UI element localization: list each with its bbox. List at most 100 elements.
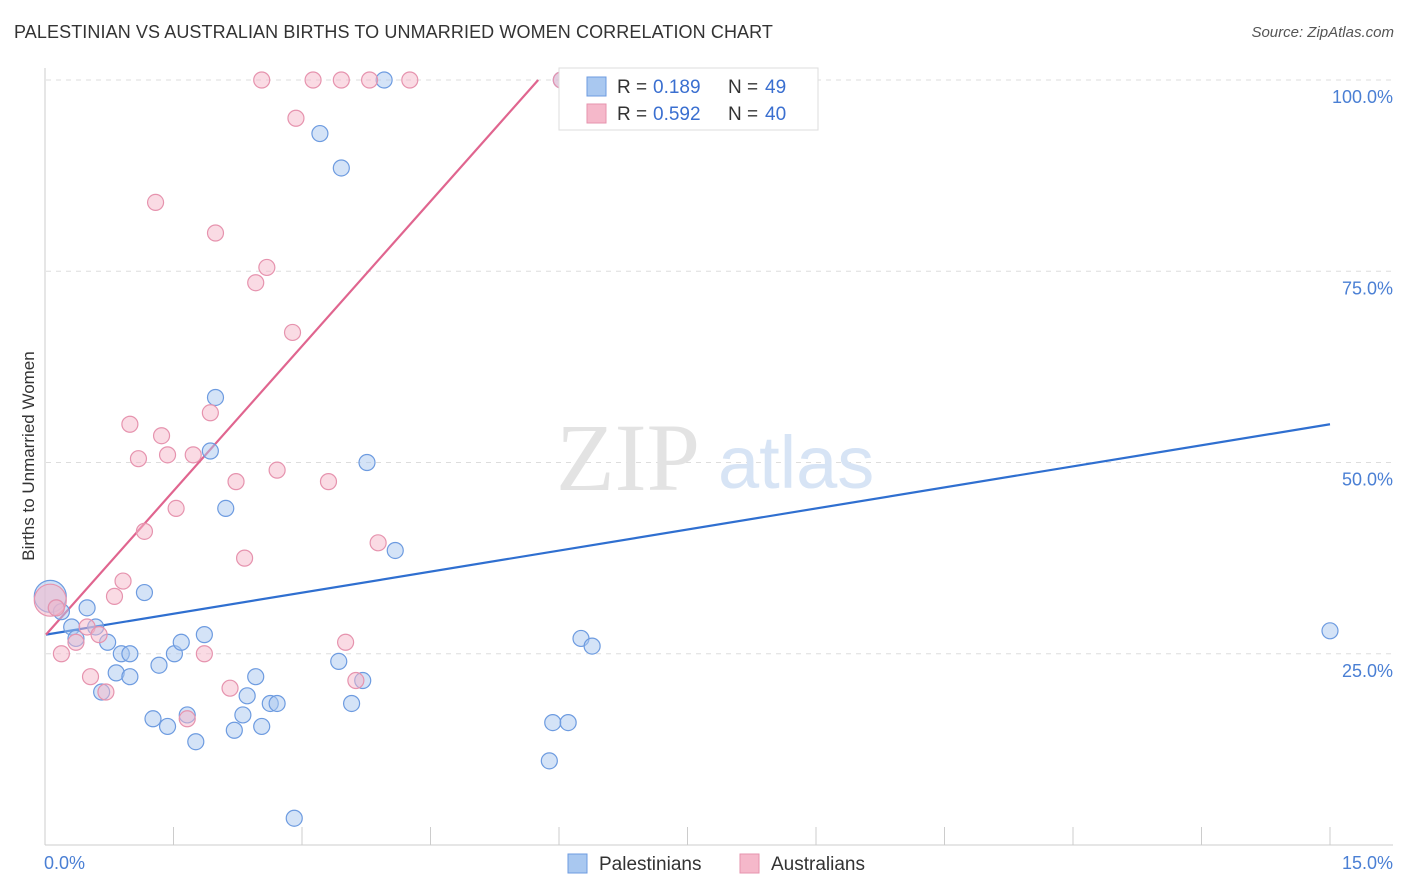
watermark-zip: ZIP (556, 404, 700, 511)
y-axis-label: Births to Unmarried Women (19, 351, 38, 560)
point-australians-27 (258, 258, 276, 277)
x-tick-label-max: 15.0% (1342, 853, 1393, 873)
point-australians-25 (247, 274, 265, 292)
point-palestinians-16 (195, 626, 213, 644)
point-palestinians-23 (187, 733, 205, 751)
point-australians-5 (81, 668, 100, 686)
point-palestinians-15 (172, 633, 190, 651)
point-australians-33 (332, 71, 350, 89)
x-tick-label-min: 0.0% (44, 853, 85, 873)
point-palestinians-32 (311, 124, 329, 143)
point-australians-24 (235, 549, 254, 567)
point-palestinians-28 (253, 717, 271, 736)
point-palestinians-45 (583, 637, 601, 655)
point-palestinians-31 (285, 809, 303, 827)
point-australians-18 (184, 446, 202, 464)
legend-n-label-2: N = (728, 104, 758, 125)
y-tick-label-25: 25.0% (1342, 661, 1393, 681)
point-palestinians-13 (150, 656, 168, 674)
bottom-legend-swatch-palestinians (567, 853, 588, 874)
point-australians-35 (347, 671, 365, 690)
legend-n-value-1: 49 (765, 77, 786, 98)
point-palestinians-27 (247, 668, 265, 686)
point-palestinians-4 (78, 599, 96, 617)
point-palestinians-42 (544, 713, 562, 732)
point-australians-31 (304, 71, 322, 89)
point-australians-26 (253, 71, 271, 89)
bottom-legend-australians[interactable]: Australians (771, 854, 865, 875)
trend-line-australians (45, 79, 540, 636)
point-australians-14 (152, 427, 171, 445)
point-australians-32 (319, 473, 338, 491)
point-australians-8 (105, 587, 124, 605)
point-palestinians-33 (330, 652, 348, 671)
watermark: ZIP atlas (556, 404, 874, 511)
point-palestinians-11 (121, 668, 139, 686)
point-australians-29 (283, 323, 302, 342)
y-tick-label-100: 100.0% (1332, 87, 1393, 107)
point-australians-34 (337, 633, 355, 651)
y-tick-label-75: 75.0% (1342, 278, 1393, 298)
point-palestinians-21 (158, 717, 177, 736)
point-australians-1 (47, 599, 65, 617)
grid-lines (46, 79, 1393, 655)
y-tick-labels: 25.0% 50.0% 75.0% 100.0% (1332, 87, 1393, 681)
legend-r-value-1: 0.189 (653, 77, 701, 98)
point-palestinians-37 (358, 453, 376, 472)
axes (44, 68, 1393, 846)
point-australians-23 (227, 473, 245, 491)
data-points (33, 71, 1339, 827)
point-palestinians-18 (206, 388, 225, 407)
legend-n-label-1: N = (728, 77, 758, 98)
y-tick-label-50: 50.0% (1342, 470, 1393, 490)
point-australians-21 (206, 224, 225, 242)
point-australians-38 (401, 71, 419, 89)
point-australians-37 (369, 534, 387, 552)
point-australians-28 (268, 461, 286, 479)
point-palestinians-19 (217, 499, 235, 517)
legend-n-value-2: 40 (765, 104, 786, 125)
bottom-legend: Palestinians Australians (567, 853, 865, 875)
point-palestinians-39 (386, 541, 404, 560)
point-palestinians-43 (559, 713, 577, 732)
legend-box: R = 0.189 N = 49 R = 0.592 N = 40 (558, 67, 819, 131)
point-australians-4 (78, 618, 96, 636)
point-palestinians-41 (540, 752, 558, 770)
point-palestinians-30 (268, 694, 286, 713)
point-australians-11 (129, 450, 148, 468)
point-australians-17 (178, 710, 196, 728)
source-credit: Source: ZipAtlas.com (1251, 24, 1394, 41)
point-palestinians-25 (234, 706, 252, 724)
watermark-atlas: atlas (718, 421, 874, 504)
trend-line-palestinians (45, 423, 1331, 636)
bottom-legend-swatch-australians (739, 853, 760, 874)
chart-title: PALESTINIAN VS AUSTRALIAN BIRTHS TO UNMA… (14, 22, 774, 42)
point-palestinians-38 (375, 71, 393, 89)
point-australians-36 (360, 71, 379, 89)
point-palestinians-17 (201, 442, 219, 460)
point-australians-10 (121, 415, 139, 433)
point-palestinians-35 (342, 694, 361, 713)
point-australians-2 (52, 645, 71, 663)
point-palestinians-34 (332, 159, 350, 177)
point-australians-22 (221, 679, 239, 697)
legend-r-label-2: R = (617, 104, 647, 125)
point-palestinians-20 (144, 710, 162, 728)
bottom-legend-palestinians[interactable]: Palestinians (599, 854, 701, 875)
point-palestinians-47 (1321, 622, 1339, 640)
legend-r-value-2: 0.592 (653, 104, 701, 125)
series-australians (33, 71, 570, 728)
point-australians-20 (201, 404, 219, 422)
point-australians-3 (67, 633, 85, 651)
point-australians-9 (114, 572, 132, 590)
point-australians-12 (135, 522, 154, 540)
point-australians-15 (158, 446, 177, 464)
legend-swatch-palestinians (586, 76, 607, 97)
point-australians-30 (287, 109, 305, 127)
legend-swatch-australians (586, 103, 607, 124)
point-palestinians-24 (225, 721, 243, 739)
legend-r-label-1: R = (617, 77, 647, 98)
point-australians-19 (195, 645, 213, 663)
trend-lines (45, 79, 1331, 636)
